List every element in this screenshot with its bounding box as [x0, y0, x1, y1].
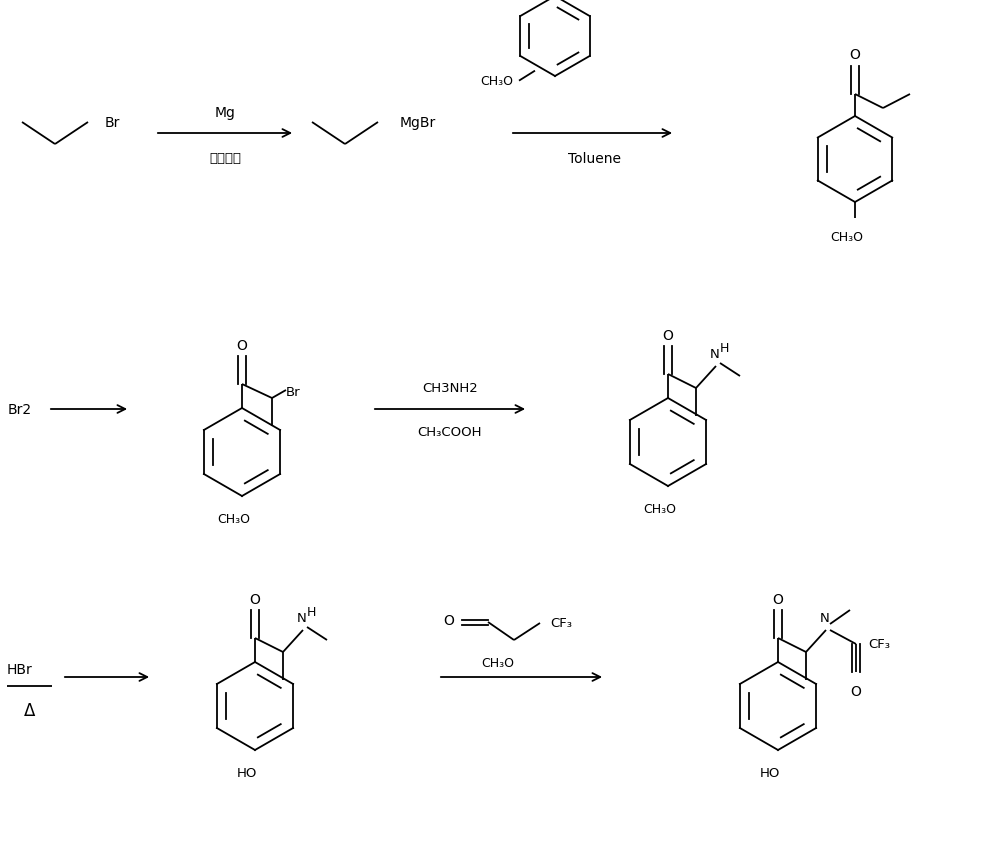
Text: O: O: [237, 338, 247, 353]
Text: O: O: [773, 592, 783, 606]
Text: H: H: [720, 342, 729, 354]
Text: Br: Br: [286, 386, 301, 399]
Text: Mg: Mg: [215, 106, 235, 120]
Text: N: N: [710, 348, 720, 360]
Text: HBr: HBr: [7, 663, 33, 676]
Text: HO: HO: [237, 766, 257, 779]
Text: CH₃O: CH₃O: [644, 502, 676, 516]
Text: N: N: [297, 611, 307, 625]
Text: CF₃: CF₃: [868, 638, 890, 651]
Text: CH₃O: CH₃O: [482, 657, 514, 669]
Text: Toluene: Toluene: [568, 152, 622, 165]
Text: O: O: [250, 592, 260, 606]
Text: CH₃O: CH₃O: [831, 230, 864, 244]
Text: H: H: [307, 605, 316, 619]
Text: N: N: [820, 611, 830, 625]
Text: HO: HO: [760, 766, 780, 779]
Text: CH₃O: CH₃O: [480, 75, 513, 88]
Text: O: O: [850, 48, 860, 62]
Text: CH₃COOH: CH₃COOH: [418, 426, 482, 439]
Text: O: O: [851, 684, 861, 698]
Text: O: O: [443, 614, 454, 627]
Text: O: O: [663, 328, 673, 343]
Text: Br2: Br2: [8, 403, 32, 416]
Text: 无水乙醚: 无水乙醚: [209, 152, 241, 165]
Text: Br: Br: [105, 116, 120, 130]
Text: CF₃: CF₃: [550, 617, 572, 630]
Text: CH₃O: CH₃O: [218, 512, 250, 525]
Text: Δ: Δ: [24, 701, 36, 719]
Text: MgBr: MgBr: [400, 116, 436, 130]
Text: CH3NH2: CH3NH2: [422, 382, 478, 395]
